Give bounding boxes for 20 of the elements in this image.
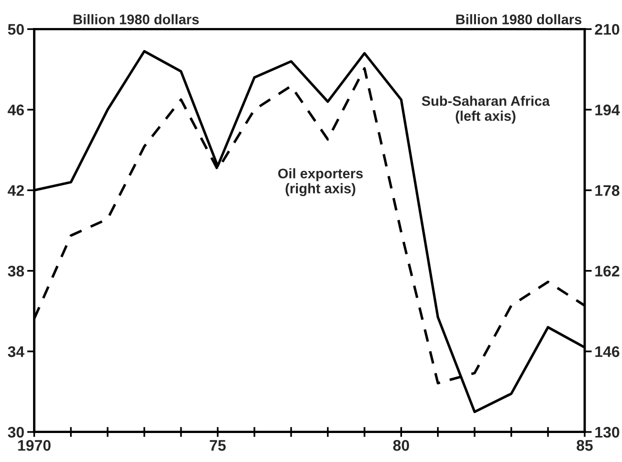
x-tick-label: 80	[393, 440, 410, 451]
y-axis-title: Billion 1980 dollars	[74, 14, 199, 24]
series-label: Sub-Saharan Africa (left axis)	[422, 96, 550, 124]
x-tick-label: 85	[576, 440, 593, 451]
y-tick-label: 38	[8, 266, 24, 277]
x-tick-label: 1970	[18, 440, 51, 451]
y-tick-label: 30	[8, 426, 24, 438]
y2-tick-label: 178	[595, 185, 620, 196]
y-tick-label: 50	[8, 24, 24, 35]
y-tick-label: 34	[8, 346, 24, 358]
y-tick-label: 46	[8, 104, 24, 116]
series-label: Oil exporters (right axis)	[278, 168, 363, 196]
y-tick-label: 42	[8, 185, 24, 196]
y2-tick-label: 194	[595, 104, 620, 116]
y2-tick-label: 162	[595, 266, 620, 277]
y2-axis-title: Billion 1980 dollars	[456, 14, 582, 24]
x-tick-label: 75	[210, 440, 226, 451]
y2-tick-label: 130	[595, 426, 620, 438]
y2-tick-label: 146	[595, 346, 620, 358]
y2-tick-label: 210	[594, 24, 620, 35]
